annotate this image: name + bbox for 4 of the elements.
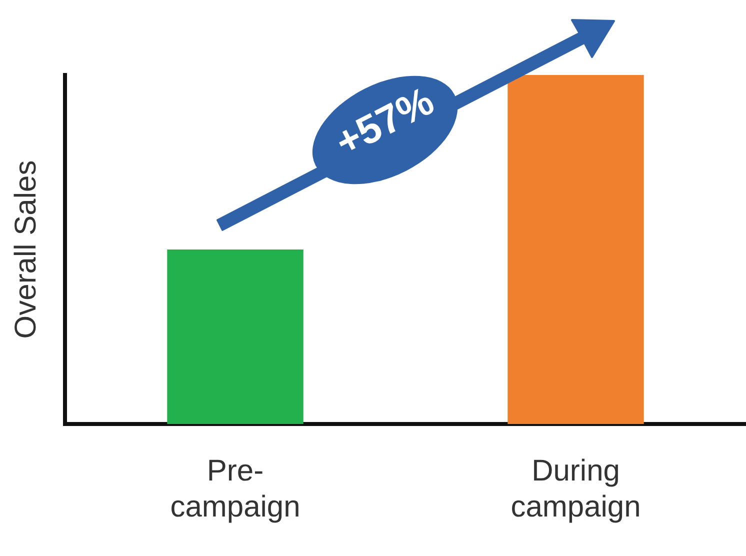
- x-tick-label: Pre-campaign: [170, 454, 300, 524]
- y-axis-title: Overall Sales: [9, 160, 42, 339]
- x-tick-label: During campaign: [510, 454, 641, 524]
- annotation: +57%: [328, 78, 442, 168]
